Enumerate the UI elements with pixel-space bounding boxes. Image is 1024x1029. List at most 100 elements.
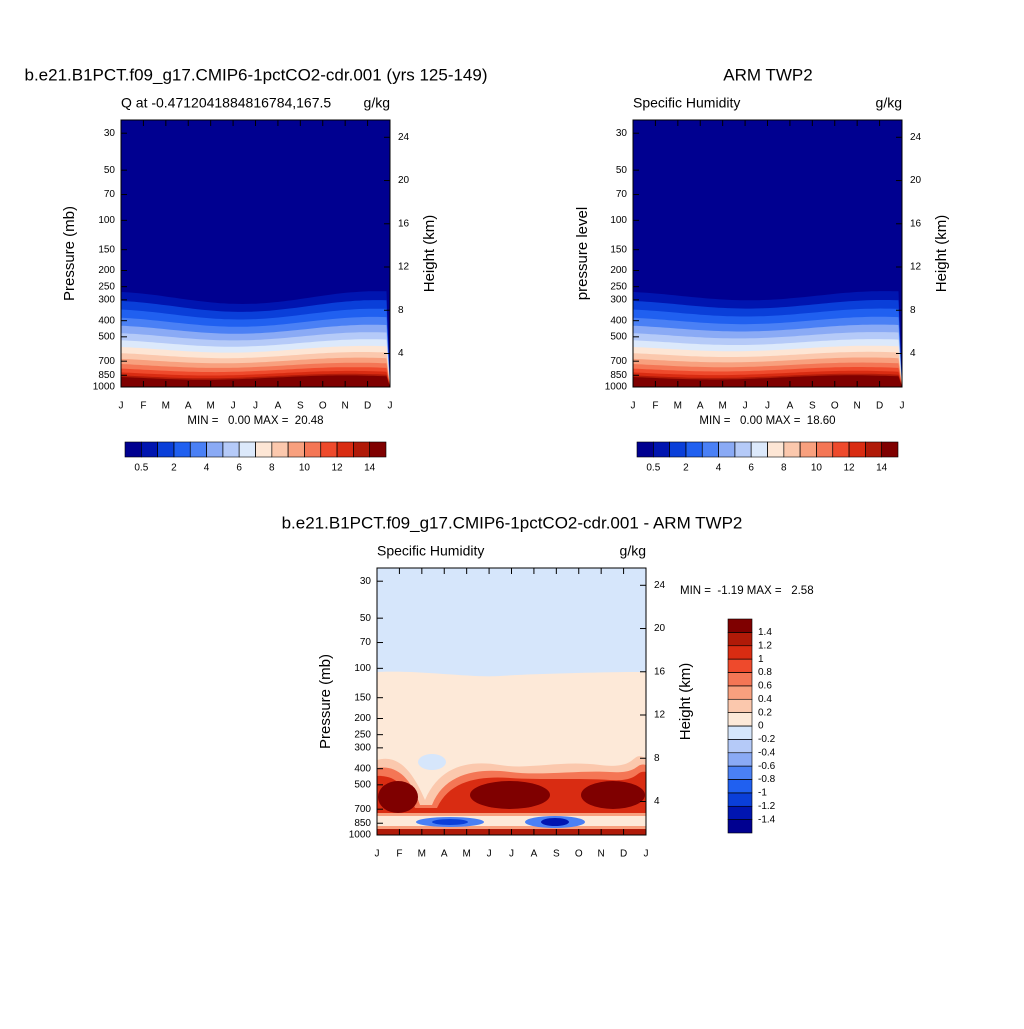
y-tick-label: 150 [610, 244, 627, 255]
x-tick-label: A [275, 401, 282, 412]
y-tick-label: 50 [360, 613, 372, 624]
x-tick-label: J [253, 401, 258, 412]
stats: MIN = 0.00 MAX = 18.60 [699, 415, 835, 427]
colorbar-label: 12 [844, 463, 856, 474]
y2-axis-label: Height (km) [677, 663, 694, 741]
x-tick-label: M [674, 401, 682, 412]
contour-fill [470, 781, 550, 809]
y-tick-label: 150 [98, 244, 115, 255]
x-tick-label: F [140, 401, 146, 412]
colorbar-box [727, 712, 753, 727]
y-tick-label: 850 [354, 818, 371, 829]
colorbar-label: 6 [748, 463, 754, 474]
y-tick-label: 700 [98, 356, 115, 367]
y-tick-label: 70 [360, 637, 372, 648]
colorbar-box [750, 441, 768, 458]
y2-tick-label: 16 [654, 666, 666, 677]
y2-tick-label: 8 [910, 305, 916, 316]
x-tick-label: J [509, 849, 514, 860]
x-tick-label: M [462, 849, 470, 860]
y2-tick-label: 16 [398, 218, 410, 229]
y-tick-label: 300 [610, 294, 627, 305]
x-tick-label: O [575, 849, 583, 860]
x-tick-label: S [553, 849, 560, 860]
colorbar-box [832, 441, 850, 458]
colorbar-box [727, 739, 753, 754]
x-tick-label: F [652, 401, 658, 412]
y-axis-label: Pressure (mb) [317, 654, 334, 749]
colorbar-label: 2 [683, 463, 689, 474]
colorbar-box [727, 779, 753, 794]
x-tick-label: J [119, 401, 124, 412]
y2-tick-label: 20 [910, 175, 922, 186]
colorbar-label: 14 [364, 463, 376, 474]
colorbar-box [727, 672, 753, 687]
stats: MIN = 0.00 MAX = 20.48 [187, 415, 323, 427]
subtitle: Q at -0.4712041884816784,167.5 [121, 95, 331, 111]
colorbar-label: 10 [299, 463, 311, 474]
y2-tick-label: 12 [398, 262, 410, 273]
x-tick-label: A [531, 849, 538, 860]
contour-field [121, 120, 390, 387]
x-tick-label: S [297, 401, 304, 412]
x-tick-label: J [487, 849, 492, 860]
x-tick-label: J [631, 401, 636, 412]
colorbar-box [653, 441, 670, 458]
colorbar-label: 0.2 [758, 707, 772, 718]
chart-title: b.e21.B1PCT.f09_g17.CMIP6-1pctCO2-cdr.00… [24, 65, 487, 84]
y-tick-label: 1000 [349, 830, 372, 841]
y-tick-label: 300 [354, 742, 371, 753]
colorbar-label: 2 [171, 463, 177, 474]
colorbar-label: -1 [758, 788, 767, 799]
colorbar-box [727, 698, 753, 713]
contour-field [633, 120, 902, 387]
y2-tick-label: 12 [654, 710, 666, 721]
y-tick-label: 700 [354, 804, 371, 815]
colorbar-box [701, 441, 719, 458]
contour-fill [432, 819, 468, 825]
stats: MIN = -1.19 MAX = 2.58 [680, 585, 814, 597]
y-tick-label: 200 [610, 265, 627, 276]
x-tick-label: A [185, 401, 192, 412]
colorbar-label: 0 [758, 721, 764, 732]
colorbar-box [255, 441, 273, 458]
colorbar-box [727, 658, 753, 673]
y2-tick-label: 16 [910, 218, 922, 229]
y-axis-label: pressure level [574, 207, 591, 300]
x-tick-label: M [162, 401, 170, 412]
colorbar-box [222, 441, 240, 458]
y-tick-label: 30 [360, 576, 372, 587]
colorbar-box [727, 765, 753, 780]
colorbar-box [727, 792, 753, 807]
y-tick-label: 400 [98, 315, 115, 326]
contour-field [377, 568, 646, 835]
y2-tick-label: 4 [398, 348, 404, 359]
y-tick-label: 200 [354, 713, 371, 724]
colorbar-box [727, 725, 753, 740]
colorbar-box [353, 441, 370, 458]
colorbar-box [881, 441, 899, 458]
y2-tick-label: 4 [910, 348, 916, 359]
colorbar-box [636, 441, 654, 458]
colorbar-box [173, 441, 191, 458]
y-tick-label: 500 [354, 779, 371, 790]
colorbar-label: -0.8 [758, 774, 776, 785]
x-tick-label: A [697, 401, 704, 412]
x-tick-label: M [418, 849, 426, 860]
y-tick-label: 30 [616, 128, 628, 139]
colorbar-box [320, 441, 338, 458]
colorbar-label: 0.5 [134, 463, 148, 474]
y2-axis-label: Height (km) [421, 215, 438, 293]
colorbar-box [734, 441, 752, 458]
y-tick-label: 150 [354, 692, 371, 703]
y2-tick-label: 8 [398, 305, 404, 316]
colorbar-box [238, 441, 256, 458]
colorbar-box [799, 441, 817, 458]
colorbar-box [287, 441, 305, 458]
y2-tick-label: 20 [654, 623, 666, 634]
x-tick-label: J [900, 401, 905, 412]
contour-fill [418, 754, 446, 770]
y-tick-label: 100 [354, 663, 371, 674]
